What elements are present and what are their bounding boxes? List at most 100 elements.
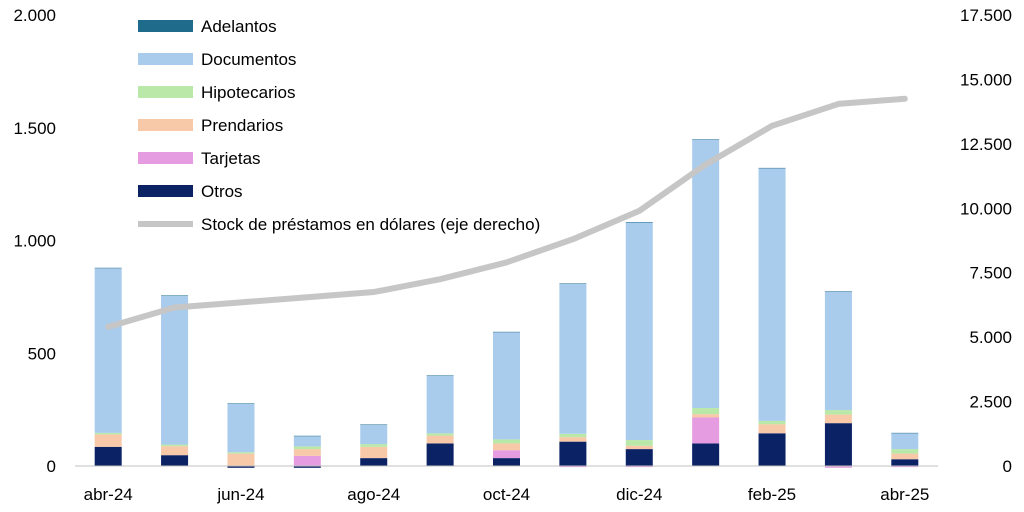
bar-segment-adelantos (426, 375, 454, 376)
legend-label: Prendarios (201, 116, 283, 135)
bar-segment-otros (360, 458, 388, 466)
bar-segment-hipotecarios (891, 449, 919, 454)
legend-label: Tarjetas (201, 149, 261, 168)
bar-segment-adelantos (891, 432, 919, 434)
bar-segment-adelantos (625, 222, 653, 223)
legend-swatch (138, 119, 193, 131)
bar-segment-tarjetas (891, 466, 919, 468)
bar-segment-tarjetas (692, 417, 720, 444)
bar-segment-otros (227, 466, 255, 468)
bar-segment-adelantos (692, 139, 720, 140)
bar-segment-documentos (559, 283, 587, 434)
right-axis-ticks: 0 2.500 5.000 7.500 10.000 12.500 15.000 17.500 (960, 6, 1012, 476)
bar-segment-hipotecarios (625, 440, 653, 446)
bar-segment-hipotecarios (824, 410, 852, 415)
bar-segment-documentos (692, 139, 720, 409)
x-tick-label: jun-24 (216, 485, 264, 504)
bar-segment-adelantos (824, 291, 852, 292)
bar-segment-otros (293, 466, 321, 468)
bar-segment-otros (493, 458, 520, 466)
x-tick-label: feb-25 (748, 485, 796, 504)
bar-segment-tarjetas (493, 450, 520, 459)
bar-segment-documentos (227, 403, 255, 453)
x-tick-label: dic-24 (616, 485, 662, 504)
legend-swatch (138, 152, 193, 164)
legend: Adelantos Documentos Hipotecarios Prendario… (138, 17, 540, 234)
bar-segment-tarjetas (625, 466, 653, 468)
legend-swatch (138, 53, 193, 65)
bar-segment-prendarios (426, 435, 454, 444)
bar-segment-adelantos (559, 283, 587, 284)
bar-segment-documentos (758, 168, 786, 421)
bar-segment-tarjetas (824, 466, 852, 468)
legend-label: Otros (201, 182, 243, 201)
right-tick-label: 5.000 (969, 328, 1012, 347)
right-tick-label: 7.500 (969, 264, 1012, 283)
bar-segment-documentos (493, 332, 520, 440)
bar-segment-hipotecarios (692, 408, 720, 415)
bar-segment-otros (824, 423, 852, 466)
right-tick-label: 10.000 (960, 199, 1012, 218)
bar-segment-prendarios (891, 453, 919, 460)
stock-line-series (105, 95, 908, 330)
x-tick-label: abr-24 (84, 485, 133, 504)
x-tick-label: oct-24 (483, 485, 530, 504)
bar-segment-adelantos (161, 295, 189, 296)
bar-segment-adelantos (94, 267, 122, 269)
bar-segment-otros (426, 443, 454, 466)
left-tick-label: 2.000 (13, 6, 56, 25)
left-tick-label: 0 (47, 457, 56, 476)
bar-segment-otros (758, 433, 786, 466)
right-tick-label: 17.500 (960, 6, 1012, 25)
legend-label: Adelantos (201, 17, 277, 36)
x-tick-label: abr-25 (880, 485, 929, 504)
bar-segment-documentos (293, 436, 321, 447)
legend-swatch (138, 86, 193, 98)
bar-segment-prendarios (161, 446, 189, 456)
bar-segment-prendarios (360, 446, 388, 459)
bar-segment-otros (559, 441, 587, 466)
bar-segment-adelantos (493, 331, 520, 333)
left-axis-ticks: 0 500 1.000 1.500 2.000 (13, 6, 56, 476)
bar-segment-prendarios (824, 414, 852, 424)
bar-segment-adelantos (293, 435, 321, 437)
bar-segment-hipotecarios (360, 444, 388, 447)
bar-segment-otros (94, 446, 122, 466)
bar-segment-otros (692, 443, 720, 466)
legend-label: Stock de préstamos en dólares (eje derec… (201, 215, 540, 234)
bar-segment-prendarios (493, 443, 520, 451)
bar-segment-hipotecarios (161, 444, 189, 447)
bar-segment-documentos (625, 222, 653, 441)
bar-segment-hipotecarios (227, 452, 255, 454)
bar-segment-hipotecarios (493, 439, 520, 444)
bar-segment-documentos (824, 291, 852, 411)
x-axis-ticks: abr-24 jun-24 ago-24 oct-24 dic-24 feb-25 abr-… (84, 485, 930, 504)
x-tick-label: ago-24 (347, 485, 400, 504)
bar-segment-hipotecarios (426, 433, 454, 436)
bar-segment-documentos (360, 424, 388, 445)
bar-segment-documentos (426, 375, 454, 434)
legend-swatch (138, 185, 193, 197)
bar-segment-otros (161, 455, 189, 466)
bar-segment-adelantos (758, 167, 786, 169)
legend-label: Documentos (201, 50, 296, 69)
left-tick-label: 1.500 (13, 119, 56, 138)
bar-segment-prendarios (94, 434, 122, 447)
bar-segment-documentos (891, 433, 919, 450)
bar-segment-hipotecarios (94, 432, 122, 435)
bar-segment-tarjetas (559, 466, 587, 468)
bar-segment-hipotecarios (293, 446, 321, 450)
bar-segment-prendarios (559, 437, 587, 442)
bar-segment-prendarios (293, 449, 321, 456)
right-tick-label: 0 (1003, 457, 1012, 476)
bar-segment-prendarios (227, 453, 255, 466)
bar-segment-prendarios (692, 414, 720, 418)
right-tick-label: 12.500 (960, 135, 1012, 154)
bar-segment-otros (891, 459, 919, 466)
left-tick-label: 500 (28, 344, 56, 363)
bar-segment-otros (625, 449, 653, 466)
bar-segment-documentos (94, 268, 122, 433)
bar-segment-adelantos (227, 403, 255, 404)
bar-segment-documentos (161, 295, 189, 445)
